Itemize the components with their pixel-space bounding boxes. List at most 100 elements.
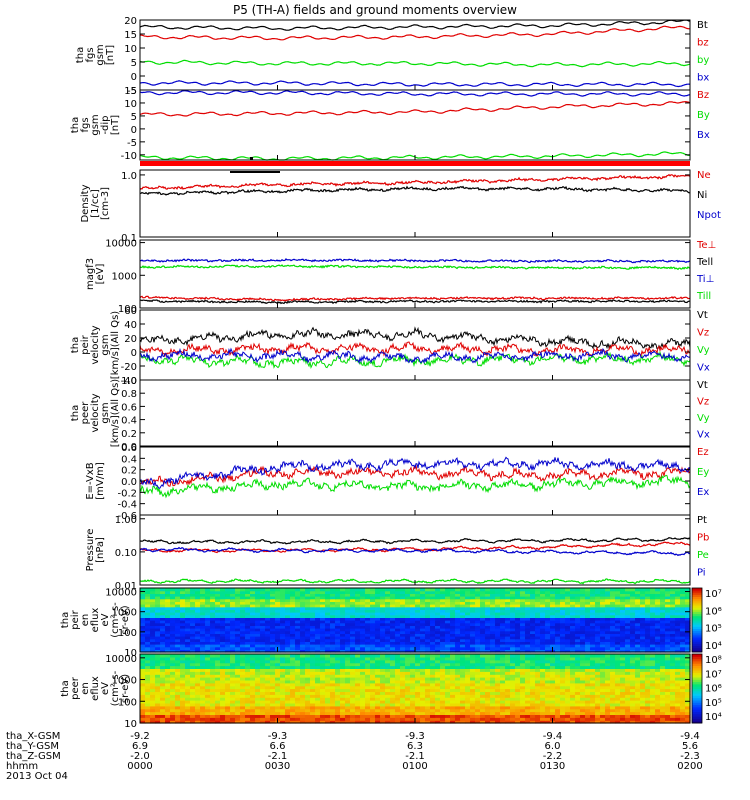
spectrogram-cell — [520, 697, 526, 701]
spectrogram-cell — [190, 636, 196, 640]
spectrogram-cell — [210, 705, 216, 710]
spectrogram-cell — [180, 598, 186, 602]
spectrogram-cell — [340, 708, 346, 713]
spectrogram-cell — [415, 588, 421, 592]
spectrogram-cell — [530, 641, 536, 645]
spectrogram-cell — [635, 633, 641, 637]
spectrogram-cell — [205, 711, 211, 715]
spectrogram-cell — [665, 717, 671, 721]
spectrogram-cell — [215, 705, 221, 710]
spectrogram-cell — [530, 679, 536, 684]
spectrogram-cell — [410, 691, 416, 695]
spectrogram-cell — [365, 590, 371, 594]
spectrogram-cell — [480, 601, 486, 605]
spectrogram-cell — [605, 622, 611, 626]
spectrogram-cell — [620, 636, 626, 640]
spectrogram-cell — [380, 625, 386, 629]
spectrogram-cell — [555, 691, 561, 695]
spectrogram-cell — [510, 636, 516, 640]
spectrogram-cell — [415, 596, 421, 600]
spectrogram-cell — [315, 649, 321, 653]
spectrogram-cell — [375, 612, 381, 616]
spectrogram-cell — [170, 646, 176, 650]
spectrogram-cell — [325, 671, 331, 675]
spectrogram-cell — [475, 682, 481, 687]
spectrogram-cell — [505, 644, 511, 648]
spectrogram-cell — [490, 714, 496, 718]
spectrogram-cell — [450, 697, 456, 701]
spectrogram-cell — [355, 620, 361, 624]
spectrogram-cell — [405, 633, 411, 637]
spectrogram-cell — [310, 671, 316, 675]
y-tick-label: 20 — [124, 16, 137, 27]
spectrogram-cell — [350, 702, 356, 707]
spectrogram-cell — [375, 717, 381, 721]
spectrogram-cell — [490, 711, 496, 715]
spectrogram-cell — [310, 674, 316, 678]
spectrogram-cell — [580, 674, 586, 678]
spectrogram-cell — [545, 708, 551, 713]
spectrogram-cell — [545, 604, 551, 608]
spectrogram-cell — [245, 668, 251, 672]
spectrogram-cell — [285, 702, 291, 707]
spectrogram-cell — [430, 649, 436, 653]
y-tick-label: -0.4 — [117, 500, 137, 511]
spectrogram-cell — [285, 636, 291, 640]
spectrogram-cell — [640, 612, 646, 616]
spectrogram-cell — [225, 717, 231, 721]
spectrogram-cell — [320, 620, 326, 624]
spectrogram-cell — [450, 720, 456, 724]
spectrogram-cell — [560, 671, 566, 675]
spectrogram-cell — [580, 612, 586, 616]
spectrogram-cell — [550, 606, 556, 610]
spectrogram-cell — [440, 625, 446, 629]
spectrogram-cell — [320, 694, 326, 698]
spectrogram-cell — [295, 593, 301, 597]
spectrogram-cell — [635, 590, 641, 594]
spectrogram-cell — [635, 717, 641, 721]
spectrogram-cell — [315, 671, 321, 675]
spectrogram-cell — [185, 705, 191, 710]
spectrogram-cell — [160, 606, 166, 610]
spectrogram-cell — [225, 649, 231, 653]
spectrogram-cell — [190, 609, 196, 613]
spectrogram-cell — [285, 633, 291, 637]
spectrogram-cell — [145, 700, 151, 704]
spectrogram-cell — [625, 700, 631, 704]
spectrogram-cell — [410, 702, 416, 707]
spectrogram-cell — [480, 633, 486, 637]
spectrogram-cell — [300, 668, 306, 672]
spectrogram-cell — [615, 628, 621, 632]
spectrogram-cell — [190, 633, 196, 637]
spectrogram-cell — [180, 638, 186, 642]
spectrogram-cell — [385, 606, 391, 610]
spectrogram-cell — [400, 590, 406, 594]
spectrogram-cell — [490, 612, 496, 616]
spectrogram-cell — [620, 614, 626, 618]
spectrogram-cell — [590, 606, 596, 610]
colorbar-segment — [692, 609, 702, 612]
spectrogram-cell — [445, 606, 451, 610]
spectrogram-cell — [425, 702, 431, 707]
spectrogram-cell — [270, 596, 276, 600]
spectrogram-cell — [260, 633, 266, 637]
spectrogram-cell — [630, 625, 636, 629]
spectrogram-cell — [355, 708, 361, 713]
spectrogram-cell — [445, 641, 451, 645]
spectrogram-cell — [235, 702, 241, 707]
y-axis-label-line: tha — [75, 47, 86, 63]
spectrogram-cell — [155, 630, 161, 634]
spectrogram-cell — [190, 700, 196, 704]
spectrogram-cell — [650, 694, 656, 698]
spectrogram-cell — [265, 588, 271, 592]
spectrogram-cell — [345, 671, 351, 675]
y-tick-label: 0 — [131, 125, 137, 136]
spectrogram-cell — [340, 685, 346, 690]
spectrogram-cell — [545, 636, 551, 640]
spectrogram-cell — [480, 646, 486, 650]
spectrogram-cell — [480, 593, 486, 597]
spectrogram-cell — [400, 691, 406, 695]
spectrogram-cell — [660, 596, 666, 600]
spectrogram-cell — [610, 588, 616, 592]
spectrogram-cell — [635, 674, 641, 678]
